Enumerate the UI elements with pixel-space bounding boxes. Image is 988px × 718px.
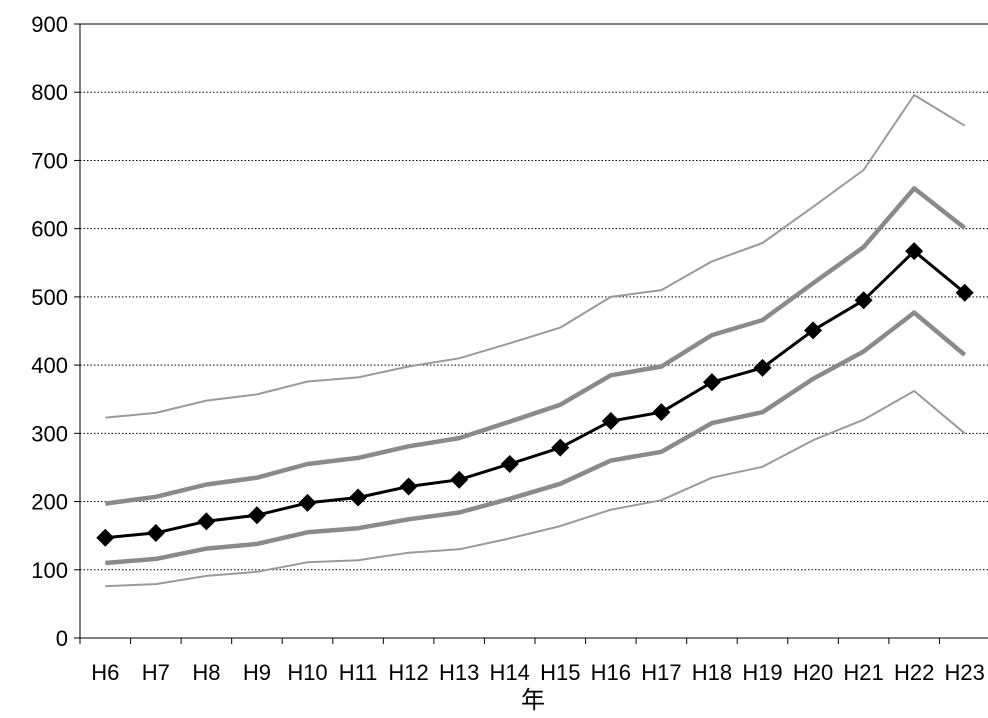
x-tick-label: H7 <box>142 660 170 685</box>
series-line <box>105 310 967 566</box>
x-tick-label: H14 <box>490 660 530 685</box>
data-point-marker <box>601 412 620 431</box>
x-tick-label: H6 <box>91 660 119 685</box>
series-4 <box>105 310 967 566</box>
x-tick-label: H21 <box>843 660 883 685</box>
y-axis: 0 100 200 300 400 500 600 700 800 900 <box>31 12 81 651</box>
data-point-marker <box>854 291 873 310</box>
x-tick-label: H22 <box>894 660 934 685</box>
y-tick-label: 100 <box>31 558 68 583</box>
x-tick-label: H20 <box>793 660 833 685</box>
y-tick-label: 400 <box>31 353 68 378</box>
y-tick-label: 200 <box>31 490 68 515</box>
x-tick-label: H9 <box>243 660 271 685</box>
x-tick-label: H12 <box>388 660 428 685</box>
x-axis-label: 年 <box>521 686 545 714</box>
y-tick-label: 300 <box>31 421 68 446</box>
data-point-marker <box>905 242 924 261</box>
data-point-marker <box>955 283 974 302</box>
data-point-marker <box>247 506 266 525</box>
x-tick-label: H16 <box>591 660 631 685</box>
y-tick-label: 900 <box>31 12 68 37</box>
data-point-marker <box>349 488 368 507</box>
x-tick-label: H8 <box>192 660 220 685</box>
data-point-marker <box>197 512 216 531</box>
x-tick-label: H19 <box>742 660 782 685</box>
data-point-marker <box>804 321 823 340</box>
y-tick-label: 600 <box>31 217 68 242</box>
y-tick-label: 800 <box>31 80 68 105</box>
y-tick-label: 0 <box>56 626 68 651</box>
series-line <box>105 249 966 540</box>
series-line <box>105 94 966 419</box>
x-tick-label: H11 <box>339 660 378 685</box>
series-1 <box>105 94 966 419</box>
x-tick-label: H13 <box>439 660 479 685</box>
data-point-marker <box>551 438 570 457</box>
y-tick-label: 700 <box>31 148 68 173</box>
x-tick-label: H10 <box>287 660 327 685</box>
y-tick-label: 500 <box>31 285 68 310</box>
series-5 <box>105 390 966 588</box>
data-point-marker <box>96 528 115 547</box>
x-axis: H6 H7 H8 H9 H10 H11 H12 H13 H14 H15 H16 H17 H18 H19 H2… <box>79 637 988 685</box>
data-point-marker <box>753 358 772 377</box>
series-2 <box>104 186 967 506</box>
x-tick-label: H23 <box>945 660 985 685</box>
data-point-marker <box>450 470 469 489</box>
series-3 <box>96 242 974 547</box>
x-tick-label: H18 <box>692 660 732 685</box>
x-tick-label: H15 <box>540 660 580 685</box>
series-line <box>105 390 966 588</box>
gridlines <box>80 23 988 571</box>
data-point-marker <box>702 373 721 392</box>
series-group <box>96 94 974 588</box>
data-point-marker <box>146 523 165 542</box>
data-point-marker <box>500 455 519 474</box>
series-line <box>104 186 967 506</box>
x-tick-label: H17 <box>641 660 681 685</box>
data-point-marker <box>399 477 418 496</box>
data-point-marker <box>652 403 671 422</box>
data-point-marker <box>298 493 317 512</box>
